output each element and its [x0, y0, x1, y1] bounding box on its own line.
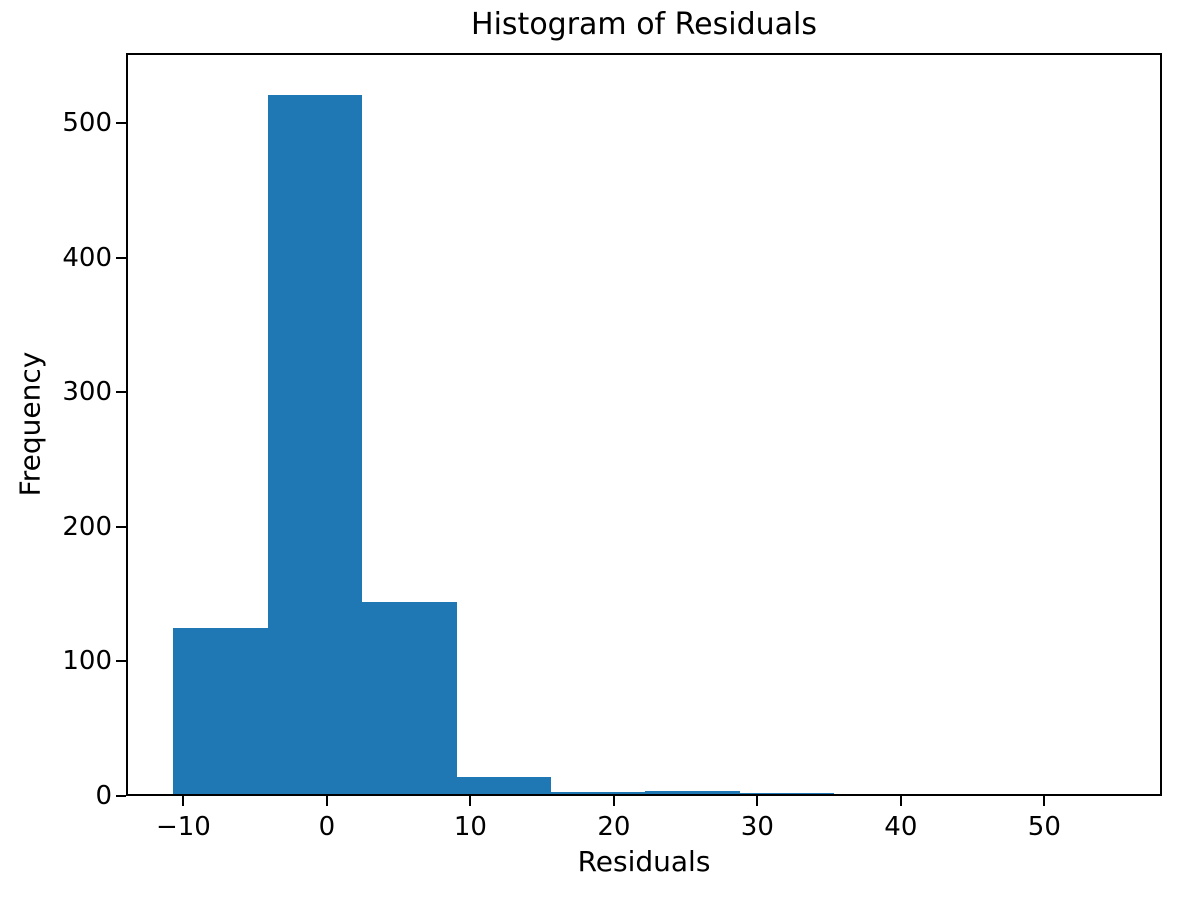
x-axis-tick-label: −10: [155, 812, 211, 842]
x-axis-tick: [899, 796, 902, 806]
x-axis-label: Residuals: [577, 845, 711, 878]
y-axis-tick: [116, 795, 126, 797]
y-axis-tick-label: 300: [62, 377, 112, 408]
y-axis-tick-label: 0: [95, 781, 112, 811]
y-axis-tick-label: 100: [62, 646, 112, 677]
x-axis-tick-label: 50: [1027, 812, 1061, 842]
bars-layer: [126, 53, 1162, 796]
x-axis-tick-label: 10: [453, 812, 487, 842]
histogram-bar: [551, 791, 646, 796]
histogram-bar: [173, 627, 268, 796]
y-axis-tick-label: 400: [62, 242, 112, 273]
histogram-bar: [739, 793, 835, 796]
y-axis-label: Frequency: [13, 351, 47, 497]
x-axis-tick: [612, 796, 615, 806]
y-axis-tick-label: 200: [62, 511, 112, 542]
x-axis-tick: [756, 796, 759, 806]
x-axis-tick-label: 40: [884, 812, 918, 842]
histogram-bar: [645, 790, 740, 796]
histogram-bar: [362, 602, 457, 796]
y-axis-tick: [116, 121, 126, 124]
chart-title: Histogram of Residuals: [471, 7, 817, 42]
x-axis-tick-label: 30: [740, 812, 774, 842]
histogram-bar: [267, 94, 363, 796]
x-axis-tick: [325, 796, 328, 806]
y-axis-tick: [116, 525, 126, 528]
x-axis-tick: [469, 796, 472, 806]
x-axis-tick-label: 20: [597, 812, 631, 842]
y-axis-tick: [116, 256, 126, 259]
histogram-bar: [456, 777, 551, 796]
x-axis-tick: [1043, 796, 1046, 806]
y-axis-tick-label: 500: [62, 107, 112, 138]
y-axis-tick: [116, 660, 126, 663]
x-axis-tick: [182, 796, 185, 806]
y-axis-tick: [116, 391, 126, 394]
x-axis-tick-label: 0: [318, 812, 336, 842]
